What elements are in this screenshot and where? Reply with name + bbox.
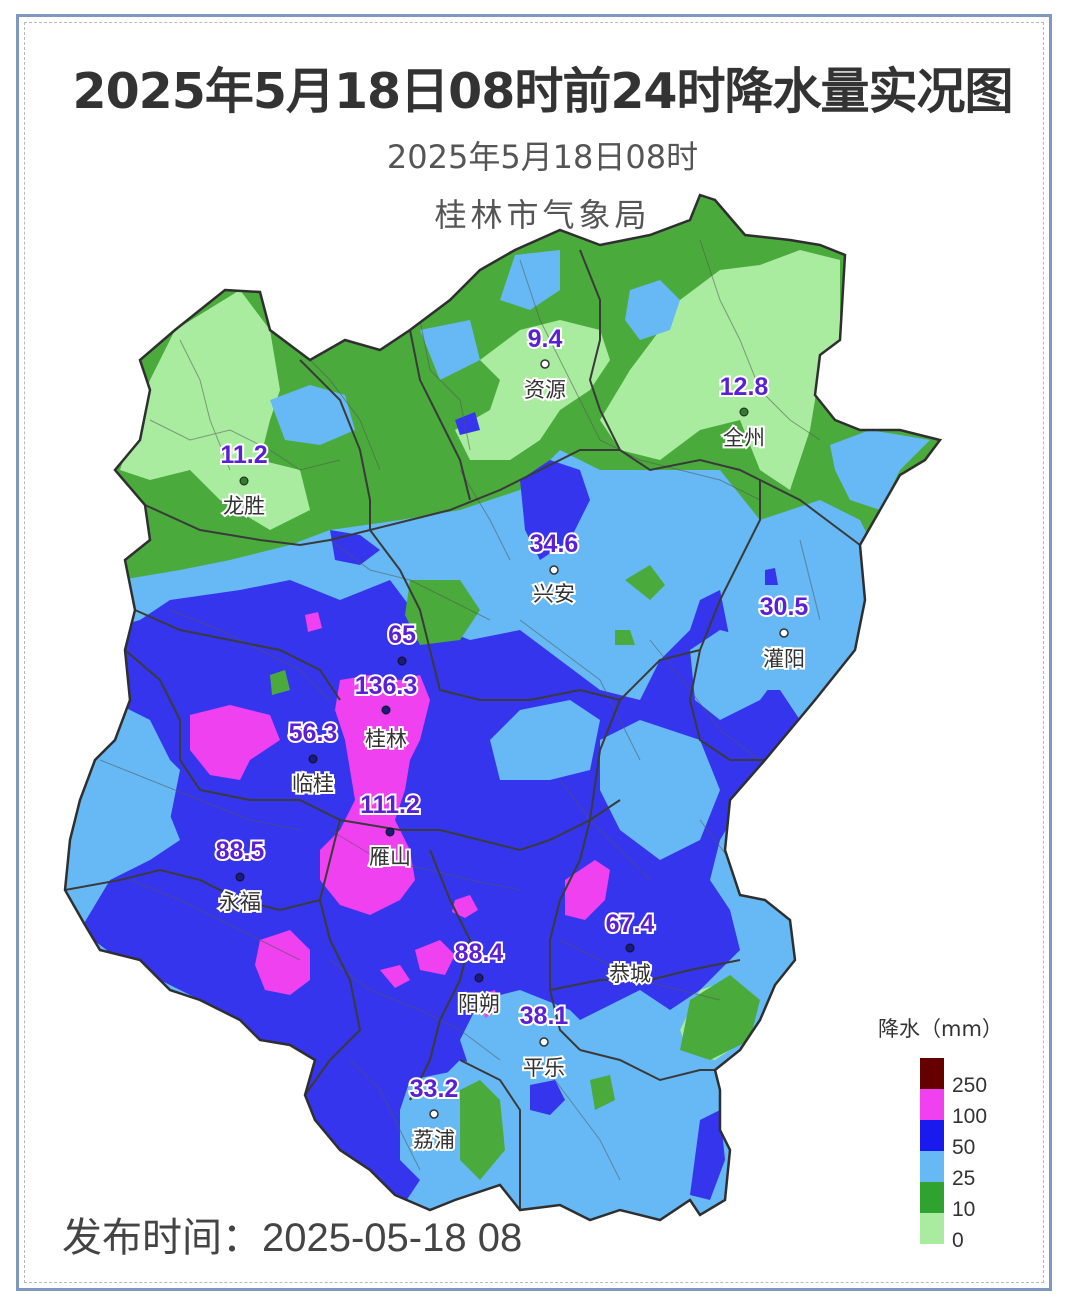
station-li-pu: 33.2 荔浦 (408, 1073, 461, 1154)
station-lin-gui: 56.3 临桂 (287, 717, 340, 798)
station-value: 12.8 (720, 373, 769, 401)
station-zi-yuan: 9.4 资源 (522, 323, 568, 404)
legend-label-100: 100 (952, 1105, 988, 1128)
legend-swatch-10 (920, 1182, 944, 1213)
legend-title: 降水（mm） (878, 1017, 1003, 1041)
county-boundaries (65, 249, 861, 1210)
station-value: 34.6 (530, 530, 579, 558)
station-dot (540, 359, 550, 369)
issuing-agency: 桂林市气象局 (434, 196, 651, 234)
station-guan-yang: 30.5 灌阳 (758, 591, 811, 673)
station-dot (239, 476, 249, 486)
station-name: 永福 (219, 890, 261, 914)
legend-label-50: 50 (952, 1136, 976, 1159)
station-yang-shuo: 88.4 阳朔 (453, 937, 506, 1018)
station-name: 资源 (524, 378, 566, 402)
legend-swatch-25 (920, 1151, 944, 1182)
station-dot (739, 407, 749, 417)
legend-label-250: 250 (952, 1074, 988, 1097)
station-name: 全州 (723, 426, 765, 450)
outer-frame (16, 14, 1052, 1291)
station-dot (429, 1109, 439, 1119)
town-boundaries (99, 239, 821, 1181)
station-value: 65 (388, 621, 416, 649)
station-dot (549, 565, 559, 575)
legend-label-10: 10 (952, 1198, 976, 1221)
station-dot (381, 705, 391, 715)
legend-swatch-0 (920, 1213, 944, 1244)
station-value: 88.4 (455, 939, 504, 967)
legend-swatch-100 (920, 1089, 944, 1120)
station-value: 38.1 (520, 1002, 569, 1030)
legend-swatch-50 (920, 1120, 944, 1151)
station-dot (385, 827, 395, 837)
map-subtitle: 2025年5月18日08时 (386, 138, 699, 176)
station-dot (308, 754, 318, 764)
station-value: 56.3 (289, 719, 338, 747)
map-title: 2025年5月18日08时前24时降水量实况图 (72, 63, 1013, 120)
station-dot (539, 1037, 549, 1047)
station-name: 兴安 (533, 582, 575, 606)
station-value: 136.3 (355, 672, 418, 700)
station-gong-cheng: 67.4 恭城 (604, 908, 657, 988)
release-time: 发布时间：2025-05-18 08 (62, 1216, 523, 1260)
station-dot (235, 872, 245, 882)
precipitation-legend: 降水（mm） 250 100 50 25 10 0 (874, 1013, 1034, 1253)
station-value: 88.5 (216, 837, 265, 865)
station-gui-lin: 136.3 桂林 (353, 670, 420, 753)
station-unnamed-65: 65 (386, 619, 418, 666)
legend-label-25: 25 (952, 1167, 976, 1190)
station-xing-an: 34.6 兴安 (528, 528, 581, 608)
station-name: 雁山 (369, 845, 411, 869)
station-yong-fu: 88.5 永福 (214, 835, 267, 916)
station-dot (625, 943, 635, 953)
station-value: 67.4 (606, 910, 655, 938)
station-name: 阳朔 (458, 992, 500, 1016)
station-name: 灌阳 (763, 647, 805, 671)
station-value: 11.2 (220, 441, 267, 469)
station-value: 111.2 (360, 791, 420, 819)
inner-dashed-frame (24, 22, 1044, 1283)
legend-label-0: 0 (952, 1229, 964, 1252)
station-value: 33.2 (410, 1075, 459, 1103)
station-quan-zhou: 12.8 全州 (718, 371, 771, 452)
station-yan-shan: 111.2 雁山 (358, 789, 422, 871)
station-ping-le: 38.1 平乐 (518, 1000, 571, 1082)
station-name: 恭城 (609, 962, 651, 986)
legend-swatch-250 (920, 1058, 944, 1089)
station-name: 荔浦 (413, 1128, 455, 1152)
station-name: 平乐 (523, 1056, 565, 1080)
station-value: 30.5 (760, 593, 809, 621)
station-name: 龙胜 (223, 494, 265, 518)
station-dot (779, 628, 789, 638)
station-long-sheng: 11.2 龙胜 (218, 439, 269, 520)
station-dot (397, 656, 407, 666)
station-dot (474, 973, 484, 983)
station-name: 桂林 (365, 727, 407, 751)
station-value: 9.4 (528, 325, 563, 353)
station-name: 临桂 (292, 772, 334, 796)
